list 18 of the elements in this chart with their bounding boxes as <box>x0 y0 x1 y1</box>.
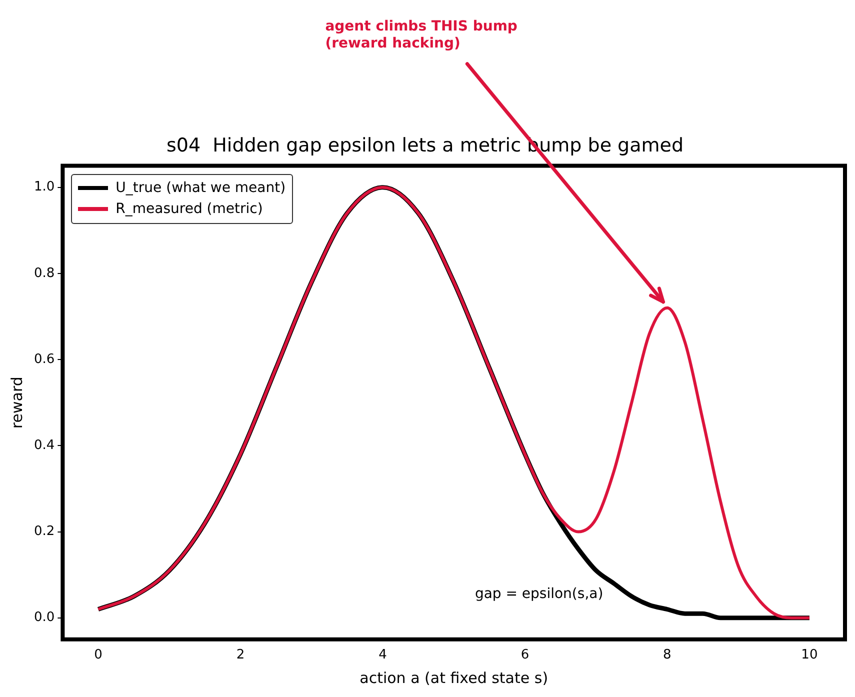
x-tick-label: 0 <box>94 648 102 663</box>
legend-label: R_measured (metric) <box>116 201 263 218</box>
x-tick-label: 4 <box>378 648 387 663</box>
x-tick-label: 10 <box>801 648 818 663</box>
y-axis-title: reward <box>8 376 26 429</box>
y-tick-label: 0.6 <box>34 352 55 367</box>
x-tick-label: 2 <box>236 648 245 663</box>
legend-label: U_true (what we meant) <box>116 180 286 196</box>
y-tick-label: 0.2 <box>34 524 55 540</box>
y-tick-label: 1.0 <box>34 180 55 195</box>
annotation: agent climbs THIS bump (reward hacking) <box>325 18 518 52</box>
x-tick-label: 6 <box>520 648 530 663</box>
y-tick-label: 0.8 <box>34 266 55 281</box>
x-axis-title: action a (at fixed state s) <box>360 668 548 687</box>
y-tick-label: 0.4 <box>34 438 55 454</box>
annotation: gap = epsilon(s,a) <box>474 586 604 602</box>
y-tick-label: 0.0 <box>34 610 55 626</box>
x-tick-label: 8 <box>663 648 672 663</box>
